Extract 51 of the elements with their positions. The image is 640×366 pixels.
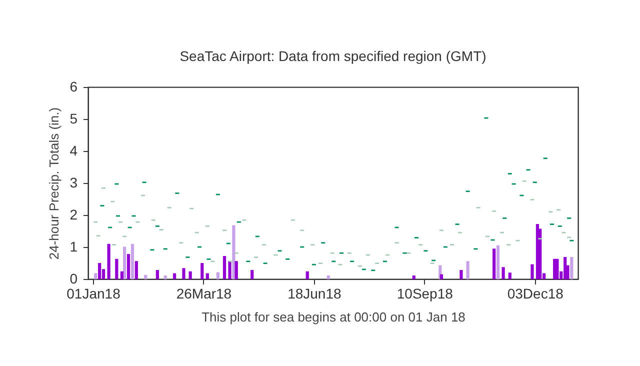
bar [326, 276, 330, 280]
y-tick-label: 1 [70, 238, 78, 254]
bar [200, 263, 204, 280]
bar [492, 248, 496, 280]
bar [460, 270, 463, 280]
bar [115, 258, 118, 280]
bar [502, 267, 505, 280]
bar [232, 225, 236, 280]
x-axis-title: This plot for sea begins at 00:00 on 01 Jan 18 [202, 310, 466, 324]
y-tick-label: 3 [70, 174, 78, 190]
bar [164, 276, 167, 280]
chart-title: SeaTac Airport: Data from specified region (GMT) [180, 48, 486, 64]
bar [234, 261, 238, 280]
bar [466, 261, 470, 280]
bar [130, 244, 134, 280]
x-tick-label: 01Jan18 [66, 286, 121, 302]
bar [570, 256, 574, 280]
bar [556, 258, 559, 280]
bar [188, 271, 192, 280]
bar [120, 271, 124, 280]
bar [250, 270, 254, 280]
bar [496, 245, 500, 280]
y-tick-label: 2 [70, 206, 78, 222]
bar [172, 273, 176, 280]
y-tick-label: 6 [70, 78, 78, 94]
bar [144, 274, 148, 280]
bar [123, 246, 126, 280]
bar [440, 274, 444, 280]
x-tick-label: 03Dec18 [507, 286, 564, 302]
bar [530, 264, 534, 280]
bar [98, 263, 102, 280]
y-tick-label: 5 [70, 110, 78, 126]
x-tick-label: 10Sep18 [396, 286, 454, 302]
bar [306, 271, 309, 280]
x-tick-label: 18Jun18 [288, 286, 342, 302]
bar [216, 272, 220, 280]
bar [156, 270, 159, 280]
bar [228, 261, 232, 280]
x-tick-label: 26Mar18 [176, 286, 232, 302]
y-tick-label: 4 [70, 142, 78, 158]
bar [222, 256, 226, 280]
bar [508, 272, 512, 280]
bar [126, 254, 130, 280]
bar [182, 268, 186, 280]
y-tick-label: 0 [70, 270, 78, 286]
bar [206, 273, 209, 280]
bar [107, 244, 110, 280]
bar [134, 261, 138, 280]
bar [412, 276, 416, 280]
y-axis-title: 24-hour Precip. Totals (in.) [46, 107, 62, 260]
bar [94, 273, 98, 280]
